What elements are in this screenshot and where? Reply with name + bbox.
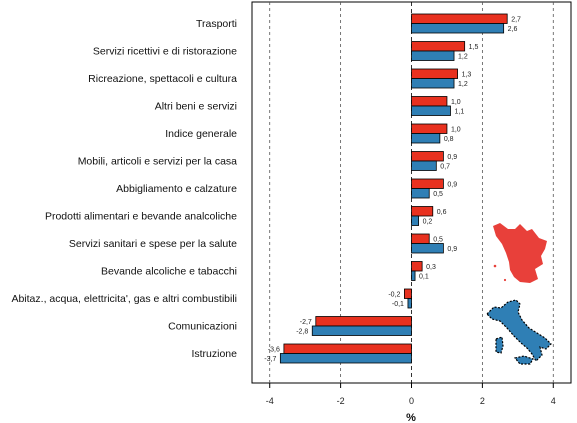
bar — [411, 123, 448, 134]
category-label: Servizi sanitari e spese per la salute — [69, 238, 237, 250]
bar-value-label: 2,7 — [511, 16, 521, 23]
bar-value-label: 0,7 — [440, 163, 450, 170]
bar — [411, 23, 505, 34]
bar-value-label: 0,9 — [447, 246, 457, 253]
bar-value-label: -2,7 — [300, 319, 312, 326]
category-label: Abitaz., acqua, elettricita', gas e altr… — [11, 293, 237, 305]
bar — [411, 41, 466, 52]
bar — [411, 50, 455, 61]
x-axis: -4 -2 0 2 4 — [266, 383, 556, 406]
bars — [279, 13, 508, 364]
bar — [411, 13, 508, 24]
bar — [283, 343, 412, 354]
category-label: Servizi ricettivi e di ristorazione — [93, 46, 237, 58]
italia-map-icon — [486, 299, 552, 365]
bar-value-label: 0,5 — [433, 236, 443, 243]
bar — [411, 151, 444, 162]
bar — [411, 188, 430, 199]
bar-value-label: -3,7 — [264, 356, 276, 363]
bar-value-label: -2,8 — [296, 328, 308, 335]
category-label: Indice generale — [165, 128, 237, 140]
bar-value-label: 0,6 — [437, 209, 447, 216]
category-labels: Trasporti Servizi ricettivi e di ristoraz… — [11, 18, 237, 360]
x-tick-label: -4 — [266, 396, 274, 406]
bar — [411, 96, 448, 107]
bar-value-label: 0,8 — [444, 136, 454, 143]
bar — [411, 270, 416, 281]
bar-value-label: -3,6 — [268, 346, 280, 353]
bar-value-label: 0,9 — [447, 154, 457, 161]
category-label: Bevande alcoliche e tabacchi — [101, 266, 237, 278]
bar-value-label: -0,2 — [388, 291, 400, 298]
category-label: Trasporti — [196, 18, 237, 30]
sardegna-shape — [495, 336, 504, 354]
bar-value-label: 1,0 — [451, 99, 461, 106]
bar — [411, 105, 451, 116]
bar-value-label: 1,0 — [451, 126, 461, 133]
bar-value-label: 0,9 — [447, 181, 457, 188]
x-tick-label: 4 — [551, 396, 556, 406]
category-label: Comunicazioni — [168, 321, 237, 333]
bar — [411, 178, 444, 189]
italia-mainland-shape — [486, 299, 552, 362]
bar — [315, 316, 412, 327]
toscana-map-shape — [493, 223, 547, 283]
bar — [411, 233, 430, 244]
bar — [411, 215, 419, 226]
bar-value-label: -0,1 — [392, 301, 404, 308]
bar — [411, 133, 441, 144]
toscana-island-dot — [503, 278, 507, 282]
bar-value-label: 0,2 — [423, 218, 433, 225]
bar — [411, 160, 437, 171]
sicilia-shape — [513, 355, 534, 365]
x-tick-label: 2 — [480, 396, 485, 406]
bar-value-label: 1,2 — [458, 53, 468, 60]
bar — [411, 261, 423, 272]
bar-value-label: 0,3 — [426, 264, 436, 271]
toscana-map-icon — [493, 223, 547, 283]
bar — [407, 298, 412, 309]
bar-value-label: 0,1 — [419, 273, 429, 280]
bar — [411, 68, 458, 79]
bar — [404, 288, 412, 299]
value-labels: 2,72,61,51,21,31,21,01,11,00,80,90,70,90… — [264, 16, 521, 363]
toscana-island-dot — [493, 264, 497, 268]
bar — [311, 325, 412, 336]
category-label: Prodotti alimentari e bevande analcolich… — [45, 211, 237, 223]
bar-value-label: 2,6 — [508, 26, 518, 33]
x-axis-title: % — [406, 412, 416, 423]
bar-value-label: 1,2 — [458, 81, 468, 88]
bar — [411, 206, 434, 217]
category-label: Ricreazione, spettacoli e cultura — [88, 73, 237, 85]
bar — [279, 353, 412, 364]
category-label: Altri beni e servizi — [155, 101, 237, 113]
bar — [411, 78, 455, 89]
bar-value-label: 1,5 — [469, 44, 479, 51]
bar-value-label: 0,5 — [433, 191, 443, 198]
bar — [411, 243, 444, 254]
bar-value-label: 1,3 — [462, 71, 472, 78]
x-tick-label: 0 — [409, 396, 414, 406]
category-label: Istruzione — [191, 348, 237, 360]
category-label: Abbigliamento e calzature — [116, 183, 237, 195]
x-tick-label: -2 — [337, 396, 345, 406]
bar-value-label: 1,1 — [454, 108, 464, 115]
category-label: Mobili, articoli e servizi per la casa — [78, 156, 237, 168]
